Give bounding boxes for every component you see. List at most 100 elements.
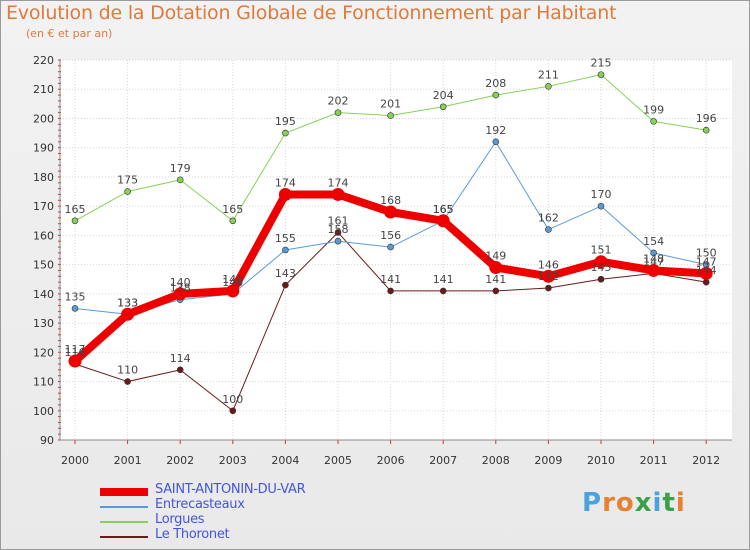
point-saint-antonin-du-var (594, 255, 608, 269)
y-tick-label: 100 (33, 405, 54, 418)
logo-letter: i (675, 488, 686, 518)
data-label-le-thoronet: 147 (643, 255, 664, 268)
data-label-saint-antonin-du-var: 140 (170, 276, 191, 289)
data-label-saint-antonin-du-var: 146 (538, 258, 559, 271)
point-entrecasteaux (387, 243, 394, 251)
y-tick-label: 180 (33, 171, 54, 184)
data-label-le-thoronet: 145 (591, 261, 612, 274)
point-saint-antonin-du-var (699, 266, 713, 280)
point-lorgues (176, 176, 184, 184)
y-tick-label: 210 (33, 83, 54, 96)
data-label-le-thoronet: 114 (170, 352, 191, 365)
legend-swatch (100, 536, 148, 538)
x-tick-label: 2008 (482, 454, 510, 467)
data-label-lorgues: 175 (117, 174, 138, 187)
data-label-le-thoronet: 141 (485, 273, 506, 286)
data-label-saint-antonin-du-var: 133 (117, 296, 138, 309)
data-label-lorgues: 165 (222, 203, 243, 216)
x-tick-label: 2011 (640, 454, 668, 467)
x-tick-label: 2007 (429, 454, 457, 467)
y-tick-label: 110 (33, 376, 54, 389)
y-tick-label: 160 (33, 229, 54, 242)
data-label-entrecasteaux: 165 (433, 203, 454, 216)
data-label-lorgues: 179 (170, 162, 191, 175)
x-tick-label: 2004 (271, 454, 299, 467)
data-label-entrecasteaux: 192 (485, 124, 506, 137)
point-lorgues (334, 109, 342, 116)
y-tick-label: 150 (33, 259, 54, 272)
x-tick-label: 2006 (377, 454, 405, 467)
point-lorgues (492, 91, 500, 99)
point-saint-antonin-du-var (226, 284, 240, 298)
data-label-entrecasteaux: 158 (328, 223, 349, 236)
y-tick-label: 140 (33, 288, 54, 301)
x-tick-label: 2010 (587, 454, 615, 467)
y-tick-label: 130 (33, 317, 54, 330)
chart-title: Evolution de la Dotation Globale de Fonc… (6, 2, 617, 24)
data-label-lorgues: 215 (591, 57, 612, 70)
data-label-lorgues: 201 (380, 98, 401, 111)
point-saint-antonin-du-var (121, 307, 135, 321)
data-label-le-thoronet: 144 (696, 264, 717, 277)
data-label-entrecasteaux: 162 (538, 212, 559, 225)
data-label-lorgues: 199 (643, 103, 664, 116)
point-entrecasteaux (71, 305, 79, 312)
data-label-entrecasteaux: 138 (170, 282, 191, 295)
point-le-thoronet (387, 287, 394, 295)
data-label-entrecasteaux: 135 (65, 290, 86, 303)
logo-letter: P (582, 488, 603, 518)
data-label-entrecasteaux: 170 (591, 188, 612, 201)
point-lorgues (650, 118, 657, 125)
point-lorgues (282, 129, 289, 137)
point-saint-antonin-du-var (541, 269, 555, 283)
legend-label: Entrecasteaux (155, 497, 245, 512)
data-label-saint-antonin-du-var: 174 (328, 176, 349, 189)
data-label-saint-antonin-du-var: 165 (433, 203, 454, 216)
point-saint-antonin-du-var (436, 214, 450, 228)
data-label-saint-antonin-du-var: 148 (643, 252, 664, 265)
y-tick-label: 170 (33, 200, 54, 213)
data-label-entrecasteaux: 156 (380, 229, 401, 242)
point-le-thoronet (176, 366, 184, 374)
data-label-saint-antonin-du-var: 147 (696, 255, 717, 268)
point-le-thoronet (545, 284, 552, 292)
point-entrecasteaux (492, 138, 500, 146)
data-label-lorgues: 202 (328, 95, 349, 108)
legend-swatch (100, 521, 148, 523)
data-label-le-thoronet: 143 (275, 267, 296, 280)
x-tick-label: 2001 (114, 454, 142, 467)
y-tick-label: 200 (33, 112, 54, 125)
point-le-thoronet (702, 278, 710, 286)
point-entrecasteaux (334, 237, 342, 245)
logo-letter: x (634, 488, 653, 518)
legend-label: Lorgues (155, 512, 205, 527)
y-tick-label: 120 (33, 346, 54, 359)
data-label-le-thoronet: 100 (222, 393, 243, 406)
point-lorgues (124, 188, 131, 195)
proxiti-logo: Proxiti (582, 488, 686, 518)
data-label-saint-antonin-du-var: 174 (275, 176, 296, 189)
data-label-lorgues: 208 (485, 77, 506, 90)
logo-letter: r (602, 488, 616, 518)
point-saint-antonin-du-var (647, 263, 661, 277)
point-entrecasteaux (597, 202, 605, 210)
data-label-saint-antonin-du-var: 168 (380, 194, 401, 207)
point-le-thoronet (229, 407, 237, 415)
logo-letter: o (615, 488, 635, 518)
point-entrecasteaux (282, 246, 289, 254)
y-tick-label: 220 (33, 54, 54, 67)
point-entrecasteaux (650, 249, 657, 257)
point-saint-antonin-du-var (331, 187, 345, 201)
data-label-le-thoronet: 141 (433, 273, 454, 286)
series-group (68, 71, 713, 415)
x-tick-label: 2002 (166, 454, 194, 467)
point-lorgues (229, 217, 237, 225)
point-lorgues (387, 112, 394, 119)
data-label-saint-antonin-du-var: 117 (65, 343, 86, 356)
point-saint-antonin-du-var (278, 187, 292, 201)
logo-letter: i (652, 488, 663, 518)
data-label-le-thoronet: 110 (117, 364, 138, 377)
point-saint-antonin-du-var (489, 261, 503, 275)
